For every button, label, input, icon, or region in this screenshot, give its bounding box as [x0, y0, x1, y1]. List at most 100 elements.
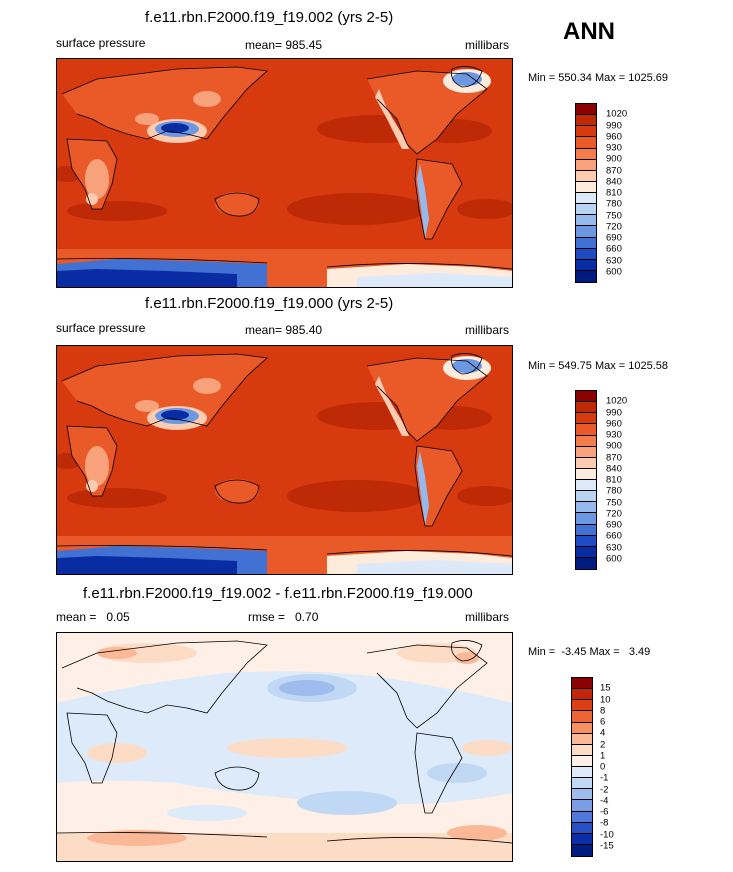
colorbar-cell	[576, 204, 596, 216]
colorbar-cell	[576, 435, 596, 447]
colorbar-cell	[576, 413, 596, 425]
colorbar-cell	[576, 502, 596, 514]
colorbar-panel2-labels: 1020 990 960 930 900 870 840 810 780 750 720 690 660…	[606, 390, 646, 570]
colorbar-cell	[572, 833, 592, 845]
colorbar-tick-label: 750	[606, 497, 622, 508]
panel1-variable-label: surface pressure	[56, 36, 146, 50]
panel1-mean-label: mean= 985.45	[245, 38, 323, 52]
colorbar-cell	[572, 778, 592, 790]
colorbar-cell	[576, 115, 596, 127]
colorbar-tick-label: 630	[606, 542, 622, 553]
colorbar-cell	[576, 480, 596, 492]
colorbar-panel3	[571, 677, 593, 857]
colorbar-tick-label: 900	[606, 153, 622, 165]
panel3-title: f.e11.rbn.F2000.f19_f19.002 - f.e11.rbn.…	[83, 585, 473, 602]
colorbar-panel2	[575, 390, 597, 570]
colorbar-tick-label: -2	[600, 784, 609, 795]
colorbar-cell	[576, 402, 596, 414]
colorbar-tick-label: 690	[606, 519, 622, 531]
colorbar-tick-label: 720	[606, 221, 622, 233]
colorbar-cell	[572, 733, 592, 745]
colorbar-cell	[576, 137, 596, 149]
colorbar-cell	[572, 844, 592, 856]
colorbar-panel1-labels: 1020 990 960 930 900 870 840 810 780 750 720 690 660…	[606, 103, 646, 283]
panel2-units-label: millibars	[465, 323, 510, 337]
colorbar-cell	[576, 226, 596, 238]
colorbar-cell	[576, 270, 596, 282]
colorbar-tick-label: 660	[606, 243, 622, 255]
colorbar-cell	[576, 215, 596, 227]
panel1-title: f.e11.rbn.F2000.f19_f19.002 (yrs 2-5)	[145, 9, 394, 26]
colorbar-cell	[576, 535, 596, 547]
colorbar-tick-label: 960	[606, 131, 622, 143]
colorbar-tick-label: 870	[606, 165, 622, 176]
colorbar-cell	[572, 767, 592, 779]
colorbar-cell	[576, 248, 596, 260]
colorbar-tick-label: 600	[606, 553, 622, 565]
colorbar-cell	[572, 800, 592, 812]
colorbar-tick-label: 960	[606, 418, 622, 430]
colorbar-tick-label: 600	[606, 266, 622, 278]
colorbar-cell	[576, 524, 596, 536]
colorbar-cell	[576, 126, 596, 138]
panel2-minmax: Min = 549.75 Max = 1025.58	[528, 360, 669, 372]
colorbar-cell	[572, 789, 592, 801]
colorbar-tick-label: 690	[606, 232, 622, 244]
colorbar-cell	[572, 744, 592, 756]
colorbar-tick-label: 990	[606, 407, 622, 418]
colorbar-tick-label: 810	[606, 187, 622, 199]
map-panel3-difference	[56, 632, 513, 862]
colorbar-cell	[572, 689, 592, 701]
colorbar-cell	[576, 237, 596, 249]
colorbar-tick-label: 1	[600, 750, 606, 762]
colorbar-tick-label: 900	[606, 440, 622, 452]
panel1-units-label: millibars	[465, 38, 510, 52]
map-panel1	[56, 58, 513, 288]
colorbar-tick-label: 660	[606, 530, 622, 542]
colorbar-panel1	[575, 103, 597, 283]
panel1-minmax: Min = 550.34 Max = 1025.69	[528, 72, 669, 84]
colorbar-tick-label: -1	[600, 772, 609, 784]
panel3-minmax: Min = -3.45 Max = 3.49	[528, 646, 651, 658]
colorbar-tick-label: 1020	[606, 108, 628, 120]
colorbar-tick-label: 2	[600, 739, 606, 750]
season-label: ANN	[563, 18, 615, 45]
colorbar-cell	[572, 755, 592, 767]
colorbar-tick-label: 930	[606, 142, 622, 154]
colorbar-cell	[576, 491, 596, 503]
colorbar-tick-label: 8	[600, 705, 606, 717]
colorbar-tick-label: -6	[600, 806, 609, 818]
colorbar-tick-label: 750	[606, 210, 622, 221]
colorbar-tick-label: 0	[600, 761, 606, 773]
colorbar-cell	[576, 104, 596, 116]
colorbar-tick-label: 780	[606, 485, 622, 497]
colorbar-tick-label: -8	[600, 817, 609, 829]
colorbar-tick-label: 840	[606, 463, 622, 475]
colorbar-cell	[572, 711, 592, 723]
colorbar-cell	[576, 148, 596, 160]
colorbar-cell	[572, 811, 592, 823]
colorbar-cell	[576, 391, 596, 403]
panel2-title: f.e11.rbn.F2000.f19_f19.000 (yrs 2-5)	[145, 295, 394, 312]
colorbar-cell	[576, 181, 596, 193]
colorbar-tick-label: 840	[606, 176, 622, 188]
panel2-mean-label: mean= 985.40	[245, 323, 323, 337]
colorbar-tick-label: 930	[606, 429, 622, 441]
colorbar-tick-label: 15	[600, 682, 611, 694]
colorbar-panel3-labels: 15 10 8 6 4 2 1 0 -1 -2 -4 -6 -8 -10 -15	[600, 677, 640, 857]
map-panel2	[56, 345, 513, 575]
colorbar-cell	[576, 446, 596, 458]
colorbar-cell	[576, 424, 596, 436]
colorbar-cell	[576, 513, 596, 525]
colorbar-cell	[576, 259, 596, 271]
colorbar-tick-label: 4	[600, 727, 606, 739]
colorbar-cell	[576, 159, 596, 171]
panel3-units-label: millibars	[465, 610, 510, 624]
panel2-variable-label: surface pressure	[56, 321, 146, 335]
colorbar-tick-label: -4	[600, 795, 609, 807]
colorbar-cell	[576, 546, 596, 558]
colorbar-tick-label: 10	[600, 694, 611, 705]
colorbar-cell	[572, 822, 592, 834]
colorbar-cell	[576, 557, 596, 569]
colorbar-tick-label: 810	[606, 474, 622, 486]
